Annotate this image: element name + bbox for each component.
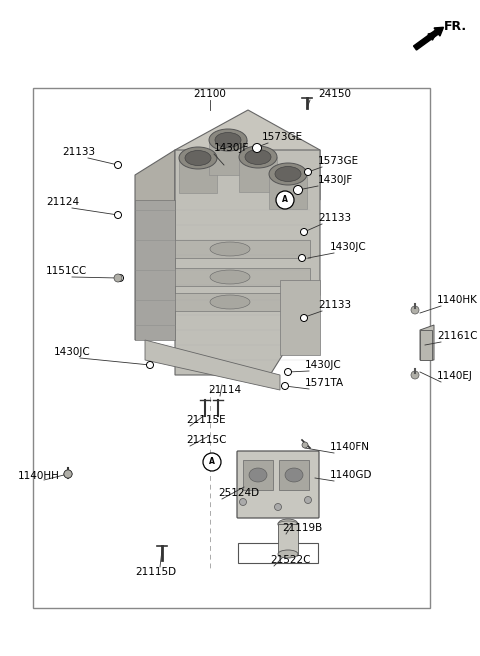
- Polygon shape: [135, 150, 175, 340]
- Polygon shape: [239, 157, 277, 192]
- Polygon shape: [179, 158, 217, 193]
- Text: 21522C: 21522C: [270, 555, 311, 565]
- Ellipse shape: [269, 163, 307, 185]
- Bar: [279, 460, 309, 490]
- Text: 1151CC: 1151CC: [46, 266, 87, 276]
- Text: FR.: FR.: [444, 20, 467, 33]
- Circle shape: [411, 371, 419, 379]
- Ellipse shape: [210, 242, 250, 256]
- Text: 1140EJ: 1140EJ: [437, 371, 473, 381]
- Ellipse shape: [215, 133, 241, 148]
- Bar: [155, 293, 310, 311]
- Bar: [278, 524, 298, 554]
- FancyBboxPatch shape: [237, 451, 319, 518]
- Ellipse shape: [278, 521, 298, 527]
- Polygon shape: [269, 174, 307, 209]
- Text: 21100: 21100: [193, 89, 227, 99]
- Text: 1571TA: 1571TA: [305, 378, 344, 388]
- Bar: [238, 543, 318, 563]
- Circle shape: [114, 274, 122, 282]
- Circle shape: [64, 470, 72, 478]
- Polygon shape: [175, 110, 320, 200]
- Circle shape: [203, 453, 221, 471]
- Text: 21119B: 21119B: [282, 523, 322, 533]
- Text: 1140HK: 1140HK: [437, 295, 478, 305]
- Circle shape: [304, 169, 312, 176]
- Text: 21115E: 21115E: [186, 415, 226, 425]
- Text: 21115C: 21115C: [186, 435, 227, 445]
- Ellipse shape: [209, 129, 247, 151]
- Ellipse shape: [210, 270, 250, 284]
- Circle shape: [252, 144, 262, 152]
- Circle shape: [146, 361, 154, 369]
- Text: 1430JC: 1430JC: [330, 242, 367, 252]
- Circle shape: [300, 228, 308, 236]
- Text: 21133: 21133: [62, 147, 95, 157]
- Text: 1140FN: 1140FN: [330, 442, 370, 452]
- Text: 21114: 21114: [208, 385, 241, 395]
- Bar: [243, 460, 273, 490]
- Circle shape: [299, 255, 305, 262]
- Circle shape: [275, 504, 281, 510]
- Ellipse shape: [185, 150, 211, 165]
- Ellipse shape: [278, 550, 298, 558]
- Circle shape: [115, 161, 121, 169]
- Text: 1430JC: 1430JC: [54, 347, 91, 357]
- Text: 21133: 21133: [318, 300, 351, 310]
- Circle shape: [276, 191, 294, 209]
- Ellipse shape: [210, 295, 250, 309]
- Text: 1430JC: 1430JC: [305, 360, 342, 370]
- Ellipse shape: [275, 167, 301, 182]
- Circle shape: [304, 497, 312, 504]
- Circle shape: [300, 314, 308, 321]
- Bar: [155, 240, 310, 258]
- Text: 1430JF: 1430JF: [318, 175, 353, 185]
- Circle shape: [281, 382, 288, 390]
- Text: A: A: [209, 457, 215, 466]
- Circle shape: [64, 470, 72, 478]
- Ellipse shape: [179, 147, 217, 169]
- Circle shape: [115, 211, 121, 218]
- Text: A: A: [282, 195, 288, 205]
- Text: 1573GE: 1573GE: [262, 132, 303, 142]
- Text: 1140GD: 1140GD: [330, 470, 372, 480]
- Ellipse shape: [249, 468, 267, 482]
- Circle shape: [117, 274, 123, 281]
- Circle shape: [240, 499, 247, 506]
- Ellipse shape: [239, 146, 277, 168]
- Text: 1140HH: 1140HH: [18, 471, 60, 481]
- Polygon shape: [135, 200, 175, 340]
- Text: 24150: 24150: [318, 89, 351, 99]
- Text: 21124: 21124: [46, 197, 79, 207]
- Ellipse shape: [245, 150, 271, 165]
- Ellipse shape: [285, 468, 303, 482]
- Text: 1573GE: 1573GE: [318, 156, 359, 166]
- Polygon shape: [175, 150, 320, 375]
- Polygon shape: [145, 340, 280, 390]
- Polygon shape: [280, 280, 320, 355]
- Text: 21115D: 21115D: [135, 567, 177, 577]
- Bar: [33, 88, 430, 608]
- Bar: [155, 268, 310, 286]
- Ellipse shape: [278, 519, 298, 529]
- Text: 21161C: 21161C: [437, 331, 478, 341]
- Circle shape: [302, 442, 308, 448]
- Bar: [420, 330, 432, 360]
- Text: 21133: 21133: [318, 213, 351, 223]
- Polygon shape: [420, 325, 434, 360]
- Polygon shape: [209, 140, 247, 175]
- Circle shape: [293, 186, 302, 194]
- Circle shape: [411, 306, 419, 314]
- Circle shape: [285, 369, 291, 375]
- FancyArrow shape: [414, 28, 444, 50]
- Text: 25124D: 25124D: [218, 488, 259, 498]
- Text: 1430JF: 1430JF: [214, 143, 249, 153]
